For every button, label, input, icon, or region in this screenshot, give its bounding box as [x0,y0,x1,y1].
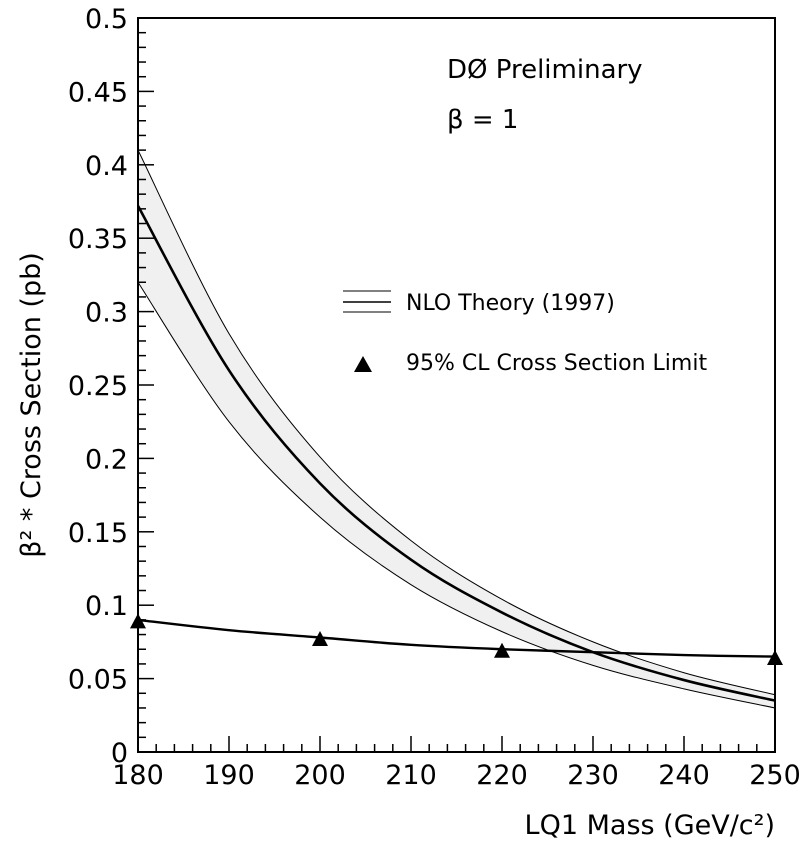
y-axis-title: β² * Cross Section (pb) [16,252,47,558]
x-tick-label: 250 [749,760,801,791]
annotation-beta: β = 1 [447,105,518,135]
y-tick-label: 0.35 [68,224,128,255]
y-tick-label: 0.15 [68,518,128,549]
y-tick-label: 0.2 [85,444,128,475]
y-tick-label: 0.4 [85,151,128,182]
theory-upper-curve [137,149,776,696]
theory-central-curve [136,205,776,702]
y-tick-label: 0.5 [85,4,128,35]
theory-band [137,149,776,709]
y-tick-label: 0.25 [68,371,128,402]
x-tick-label: 230 [567,760,619,791]
limit-marker [130,613,146,629]
y-tick-label: 0 [111,738,128,769]
limit-marker [312,630,328,646]
x-tick-label: 190 [203,760,255,791]
x-tick-label: 240 [658,760,710,791]
x-tick-label: 210 [385,760,437,791]
limit-marker [494,642,510,658]
theory-band-fill [138,150,775,708]
limit-marker [767,650,783,666]
axes [137,17,776,753]
y-tick-label: 0.05 [68,665,128,696]
legend-theory-symbol [343,290,391,313]
x-tick-label: 200 [294,760,346,791]
y-tick-label: 0.1 [85,591,128,622]
x-tick-label: 180 [112,760,164,791]
tick-labels: 180 190 200 210 220 230 240 250 0 0.05 0.1 0.15 0.2 0… [68,4,801,791]
limit-fit-curve [137,618,776,658]
theory-lower-curve [137,281,776,709]
legend-label-theory: NLO Theory (1997) [406,291,615,316]
legend: NLO Theory (1997) 95% CL Cross Section L… [343,290,707,376]
y-tick-label: 0.45 [68,77,128,108]
x-axis-title: LQ1 Mass (GeV/c²) [525,810,775,841]
annotation-experiment: DØ Preliminary [447,55,643,85]
x-tick-label: 220 [476,760,528,791]
series [130,205,783,702]
legend-triangle-marker [354,356,372,372]
y-tick-label: 0.3 [85,298,128,329]
legend-label-limit: 95% CL Cross Section Limit [406,351,707,376]
